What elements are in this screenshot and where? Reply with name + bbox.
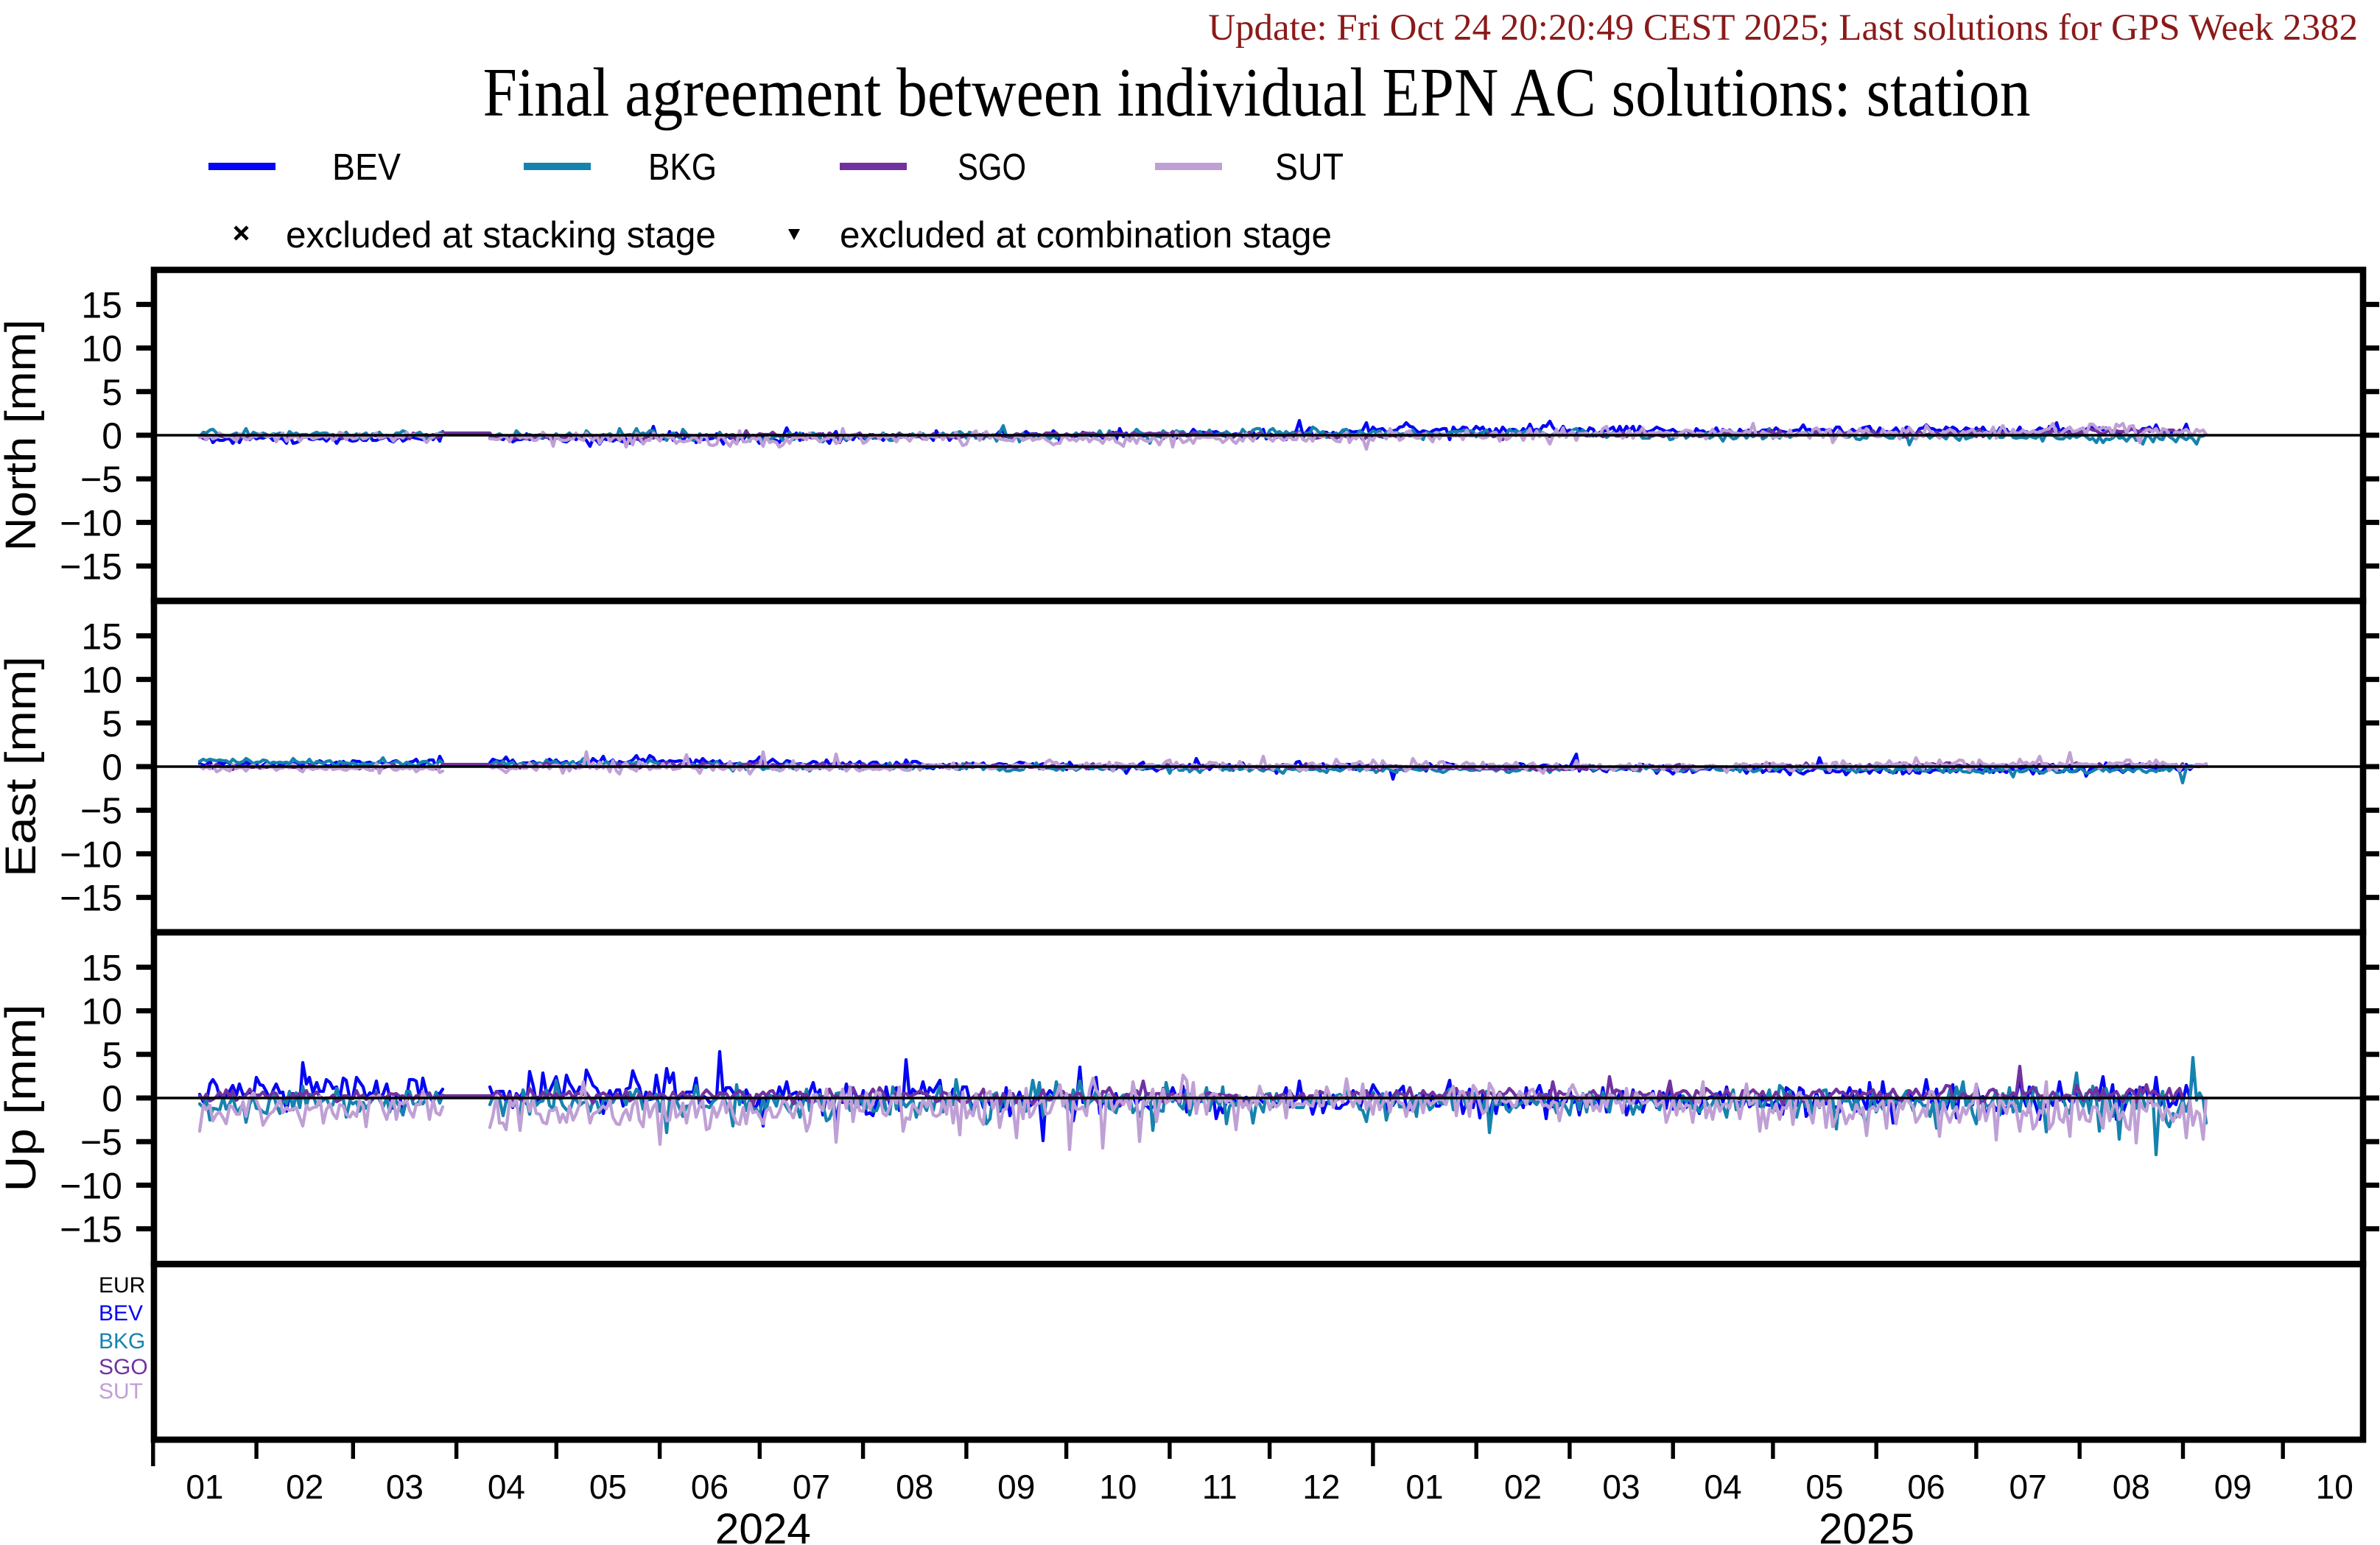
svg-text:01: 01 xyxy=(186,1468,223,1506)
svg-text:−5: −5 xyxy=(80,790,122,831)
svg-text:15: 15 xyxy=(81,616,122,657)
svg-text:08: 08 xyxy=(896,1468,933,1506)
svg-text:15: 15 xyxy=(81,947,122,988)
svg-text:excluded at combination stage: excluded at combination stage xyxy=(840,214,1332,256)
svg-text:2024: 2024 xyxy=(715,1505,811,1545)
svg-text:02: 02 xyxy=(286,1468,323,1506)
svg-text:−15: −15 xyxy=(60,546,122,588)
svg-text:Update: Fri Oct 24 20:20:49 CE: Update: Fri Oct 24 20:20:49 CEST 2025; L… xyxy=(1208,7,2358,49)
svg-text:09: 09 xyxy=(997,1468,1035,1506)
svg-text:2025: 2025 xyxy=(1819,1505,1914,1545)
svg-text:−15: −15 xyxy=(60,878,122,919)
svg-text:15: 15 xyxy=(81,284,122,325)
svg-text:07: 07 xyxy=(2009,1468,2047,1506)
svg-text:−15: −15 xyxy=(60,1209,122,1250)
svg-text:07: 07 xyxy=(793,1468,830,1506)
svg-text:05: 05 xyxy=(589,1468,627,1506)
svg-text:10: 10 xyxy=(81,328,122,370)
svg-text:05: 05 xyxy=(1805,1468,1843,1506)
svg-text:0: 0 xyxy=(102,1078,122,1119)
svg-text:Up [mm]: Up [mm] xyxy=(0,1004,45,1192)
svg-text:11: 11 xyxy=(1202,1468,1238,1506)
svg-text:0: 0 xyxy=(102,415,122,457)
svg-text:BKG: BKG xyxy=(99,1329,145,1354)
svg-text:09: 09 xyxy=(2214,1468,2252,1506)
svg-text:06: 06 xyxy=(691,1468,729,1506)
svg-text:Final agreement between indivi: Final agreement between individual EPN A… xyxy=(483,54,2031,131)
svg-text:−5: −5 xyxy=(80,1122,122,1163)
svg-text:SGO: SGO xyxy=(99,1355,148,1379)
svg-text:5: 5 xyxy=(102,372,122,413)
svg-text:North [mm]: North [mm] xyxy=(0,320,45,552)
svg-text:01: 01 xyxy=(1405,1468,1443,1506)
svg-text:SUT: SUT xyxy=(99,1379,143,1404)
svg-text:SUT: SUT xyxy=(1275,146,1344,188)
svg-text:10: 10 xyxy=(1099,1468,1137,1506)
svg-text:BKG: BKG xyxy=(648,146,717,188)
svg-text:02: 02 xyxy=(1504,1468,1542,1506)
svg-text:SGO: SGO xyxy=(958,146,1026,188)
svg-text:5: 5 xyxy=(102,1035,122,1076)
svg-text:−10: −10 xyxy=(60,1165,122,1206)
svg-text:06: 06 xyxy=(1907,1468,1945,1506)
svg-text:excluded at stacking stage: excluded at stacking stage xyxy=(286,214,716,256)
svg-text:03: 03 xyxy=(1602,1468,1640,1506)
svg-text:BEV: BEV xyxy=(99,1301,143,1326)
svg-text:East [mm]: East [mm] xyxy=(0,656,45,877)
svg-text:5: 5 xyxy=(102,703,122,745)
svg-text:−5: −5 xyxy=(80,459,122,500)
svg-text:10: 10 xyxy=(81,660,122,701)
svg-text:10: 10 xyxy=(2316,1468,2353,1506)
svg-text:0: 0 xyxy=(102,747,122,788)
svg-text:BEV: BEV xyxy=(332,146,401,188)
svg-text:04: 04 xyxy=(488,1468,525,1506)
svg-text:04: 04 xyxy=(1704,1468,1741,1506)
svg-text:−10: −10 xyxy=(60,502,122,543)
svg-text:08: 08 xyxy=(2113,1468,2150,1506)
svg-text:12: 12 xyxy=(1302,1468,1340,1506)
svg-text:10: 10 xyxy=(81,991,122,1032)
svg-text:−10: −10 xyxy=(60,834,122,875)
svg-text:EUR: EUR xyxy=(99,1273,145,1298)
svg-text:03: 03 xyxy=(386,1468,424,1506)
